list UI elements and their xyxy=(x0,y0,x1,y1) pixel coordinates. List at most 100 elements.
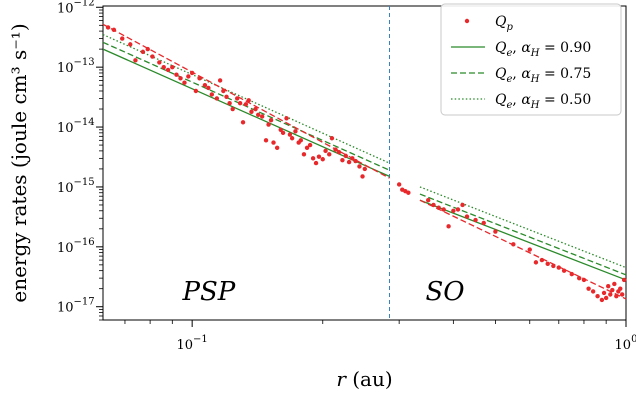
data-point xyxy=(533,260,539,265)
data-point xyxy=(105,25,111,30)
data-point xyxy=(350,156,355,161)
data-point xyxy=(603,295,609,301)
data-point xyxy=(287,132,293,137)
data-point xyxy=(278,127,283,132)
data-point xyxy=(221,88,226,94)
data-point xyxy=(289,136,295,141)
data-point xyxy=(619,292,625,297)
data-point xyxy=(310,156,316,161)
data-point xyxy=(271,140,276,145)
data-point xyxy=(193,88,199,94)
data-point xyxy=(165,67,171,73)
data-point xyxy=(612,281,617,287)
plot-area: PSP SO xyxy=(102,5,627,321)
y-tick-label: 10−17 xyxy=(57,297,95,316)
data-point xyxy=(595,293,600,299)
data-point xyxy=(455,207,461,212)
data-point xyxy=(111,27,117,33)
data-point xyxy=(333,147,338,152)
data-point xyxy=(446,224,451,229)
data-point xyxy=(425,198,431,203)
data-point xyxy=(576,275,582,281)
data-point xyxy=(266,122,271,127)
data-point xyxy=(246,98,251,103)
series-line xyxy=(102,23,390,179)
data-point xyxy=(253,106,258,112)
data-point xyxy=(182,80,187,85)
y-axis-label: energy rates (joule cm³ s⁻¹) xyxy=(7,23,31,302)
data-point xyxy=(545,261,550,267)
data-point xyxy=(307,142,313,148)
data-point xyxy=(237,101,243,106)
data-point xyxy=(610,287,615,293)
data-point xyxy=(590,289,596,294)
data-point xyxy=(240,120,246,125)
data-point xyxy=(599,297,605,303)
legend-label: Qe, αH = 0.50 xyxy=(495,92,591,111)
data-point xyxy=(608,292,613,297)
legend-label: Qe, αH = 0.75 xyxy=(495,66,591,85)
data-point xyxy=(561,268,567,273)
data-point xyxy=(357,164,362,169)
data-point xyxy=(214,96,220,101)
data-point xyxy=(174,72,179,77)
data-point xyxy=(189,70,195,76)
data-point xyxy=(320,157,325,162)
x-tick-label: 100 xyxy=(615,334,636,353)
data-point xyxy=(197,76,202,81)
data-point xyxy=(227,101,232,106)
data-point xyxy=(436,205,441,210)
data-point xyxy=(133,58,138,63)
data-point xyxy=(243,102,249,107)
data-point xyxy=(336,150,342,155)
data-point xyxy=(263,138,269,143)
data-point xyxy=(353,158,358,164)
data-point xyxy=(128,42,133,47)
data-point xyxy=(451,208,456,213)
data-point xyxy=(140,49,146,55)
data-point xyxy=(460,202,465,208)
data-point xyxy=(161,64,166,70)
series-line xyxy=(419,193,627,276)
data-point xyxy=(493,229,498,234)
data-point xyxy=(145,46,150,52)
data-point xyxy=(293,129,298,134)
data-point xyxy=(157,60,162,65)
data-point xyxy=(539,257,545,263)
legend-label: Qp xyxy=(495,14,513,33)
data-point xyxy=(284,116,289,121)
data-point xyxy=(170,64,175,70)
data-point xyxy=(280,130,286,136)
data-point xyxy=(274,145,280,151)
series-line xyxy=(419,199,627,300)
data-point xyxy=(224,94,229,99)
data-points xyxy=(105,25,627,303)
legend: Qp Qe, αH = 0.90 Qe, αH = 0.75 Qe, αH = 0.5… xyxy=(440,3,622,116)
data-point xyxy=(569,271,574,277)
x-axis: 10−1 100 xyxy=(124,320,636,353)
data-point xyxy=(120,36,125,41)
plot-frame xyxy=(102,5,627,321)
region-label: SO xyxy=(425,277,464,307)
data-point xyxy=(511,242,516,247)
data-point xyxy=(362,166,368,172)
series-line xyxy=(102,33,390,164)
data-point xyxy=(527,247,532,252)
region-label: PSP xyxy=(181,277,235,307)
data-point xyxy=(268,118,274,123)
y-tick-label: 10−14 xyxy=(57,117,95,136)
data-point xyxy=(316,154,322,159)
data-point xyxy=(586,286,591,291)
data-point xyxy=(614,293,619,299)
data-point xyxy=(217,78,223,83)
data-point xyxy=(340,157,345,163)
data-point xyxy=(441,207,446,212)
data-point xyxy=(259,114,265,119)
data-point xyxy=(396,182,402,187)
data-point xyxy=(431,202,436,208)
data-point xyxy=(230,106,235,112)
data-point xyxy=(329,136,335,141)
data-point xyxy=(313,160,319,166)
data-point xyxy=(556,265,561,270)
